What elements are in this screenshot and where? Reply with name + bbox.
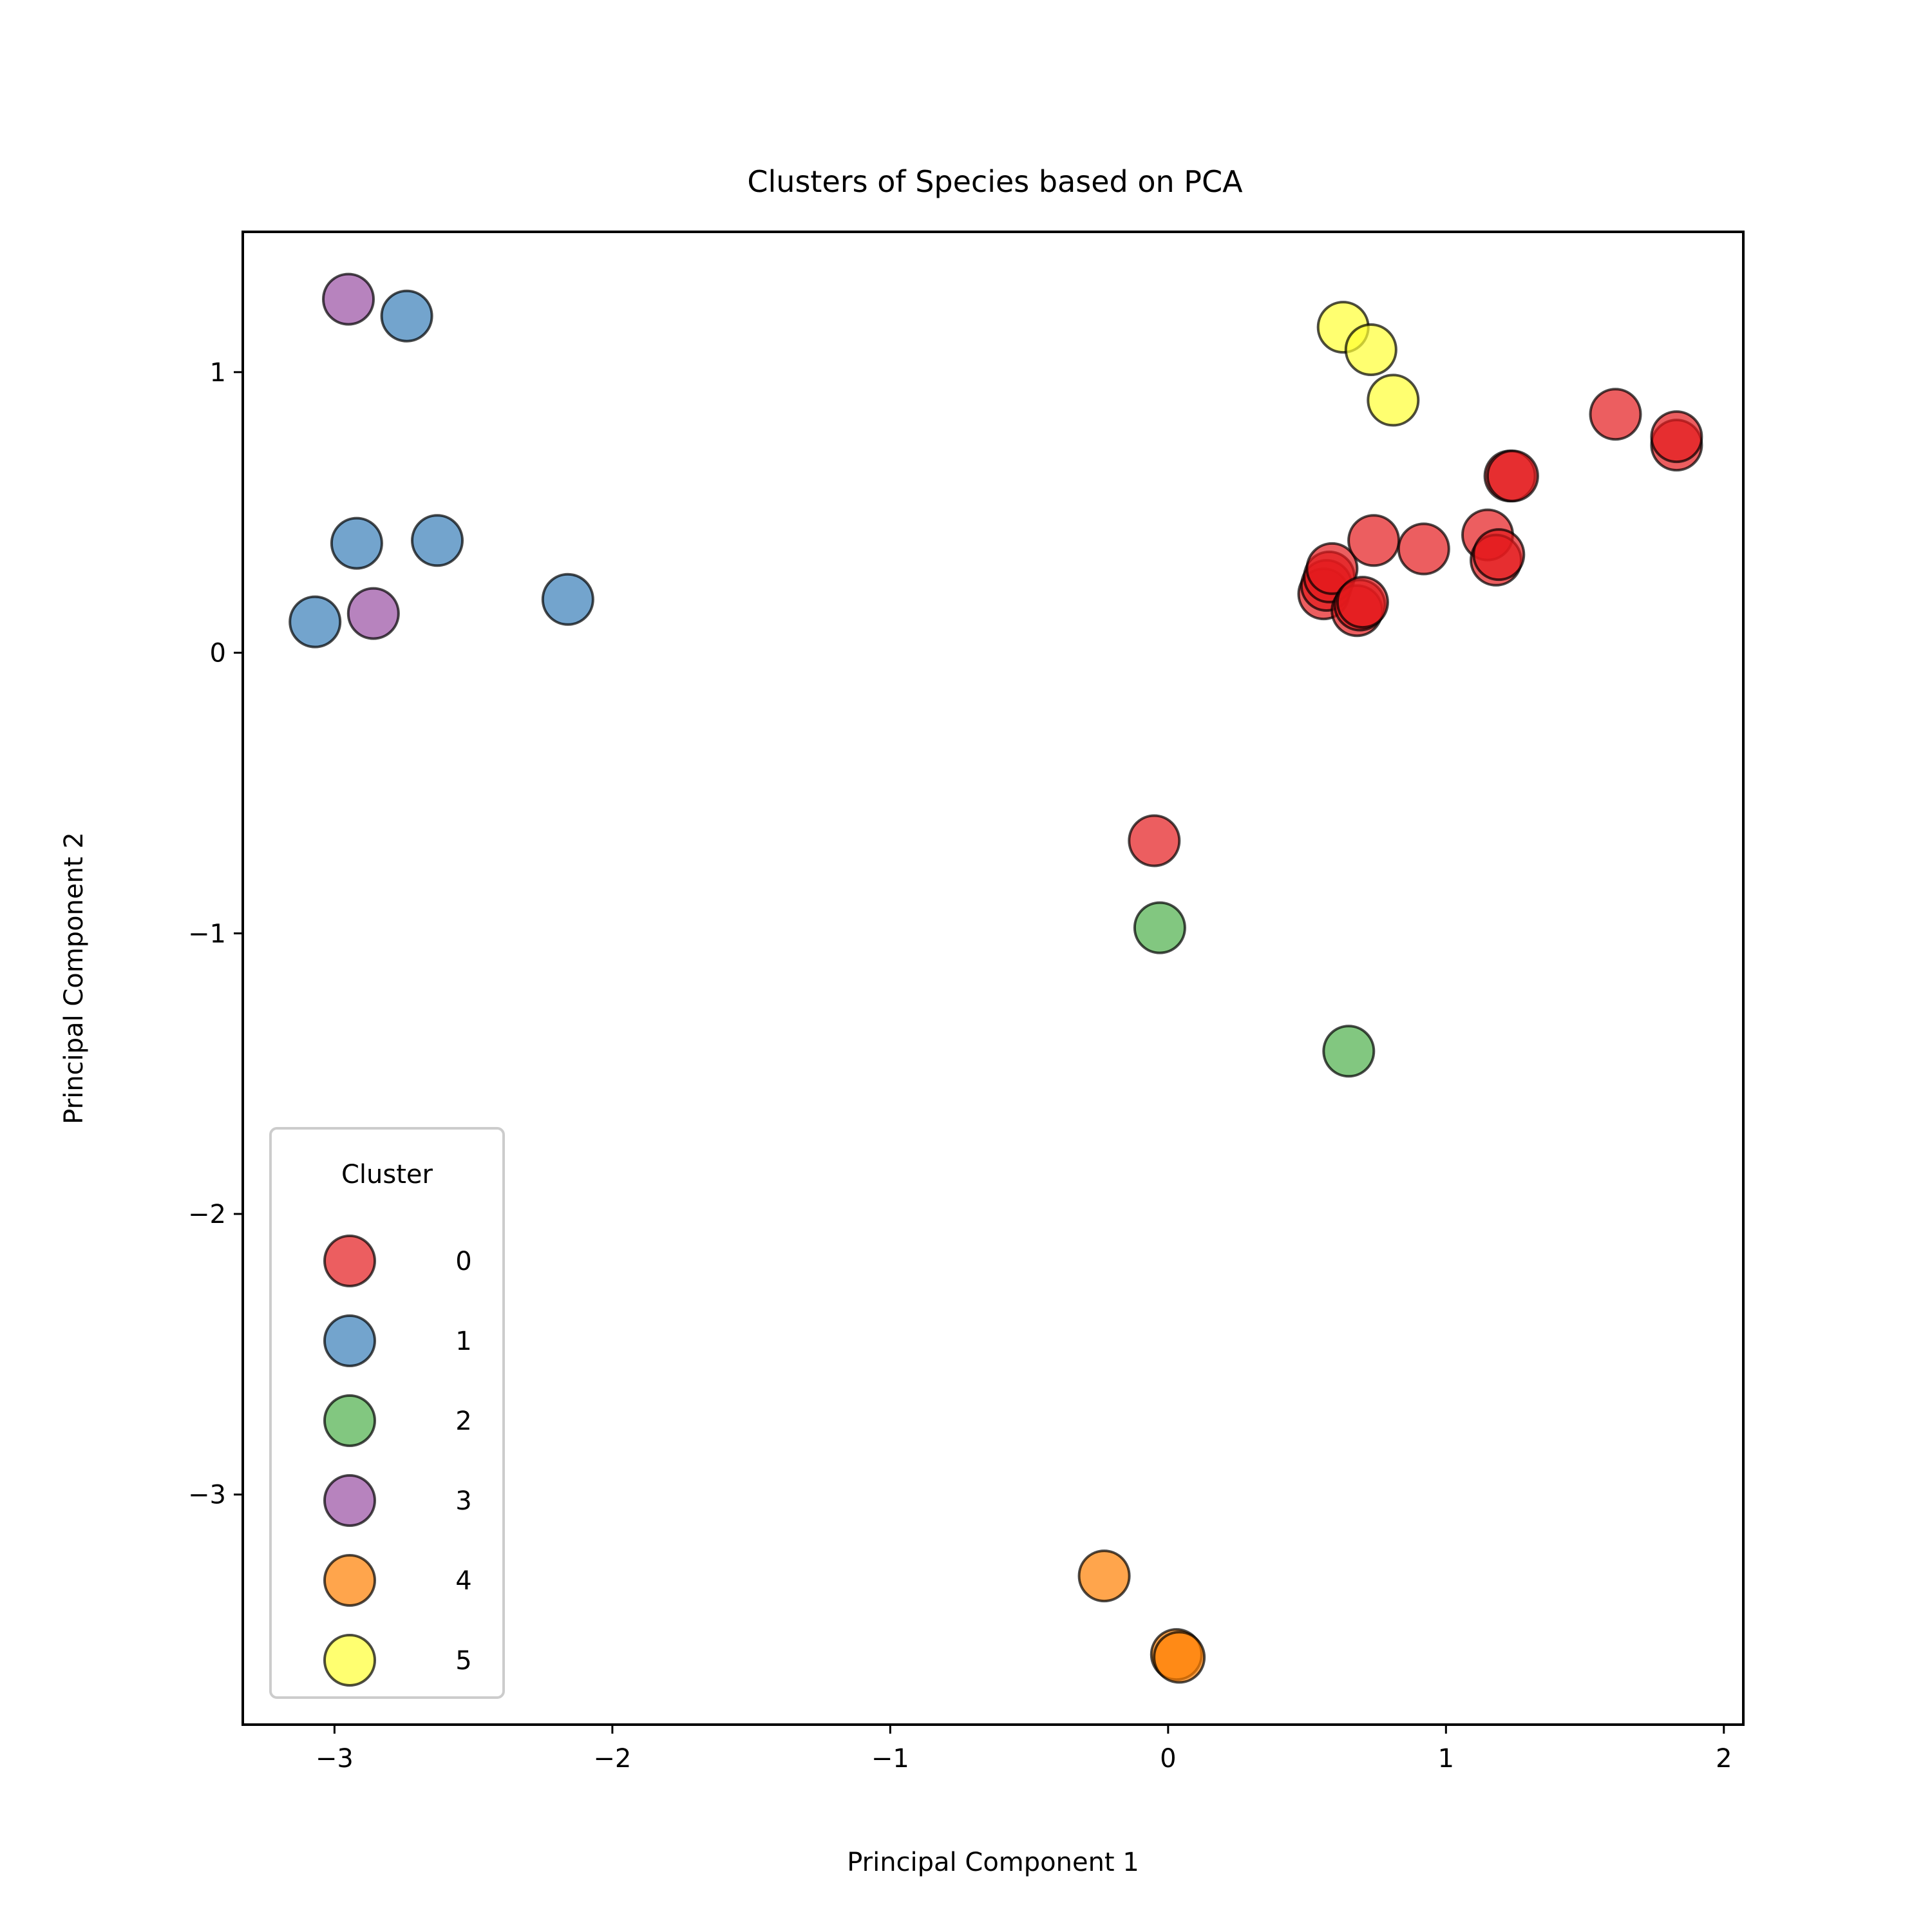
x-tick-label: −3 <box>316 1744 354 1774</box>
data-point-cluster-0 <box>1472 528 1526 582</box>
data-point-cluster-5 <box>1367 374 1420 427</box>
data-point-cluster-3 <box>322 272 375 326</box>
legend-marker-cluster-0 <box>323 1235 376 1287</box>
data-point-cluster-2 <box>1322 1025 1376 1078</box>
data-point-cluster-1 <box>541 573 594 626</box>
legend-label-cluster-0: 0 <box>455 1247 471 1276</box>
data-point-cluster-4 <box>1077 1549 1131 1603</box>
y-tick-label: −1 <box>188 919 226 949</box>
x-axis-label: Principal Component 1 <box>847 1848 1139 1877</box>
legend-marker-cluster-2 <box>323 1394 376 1447</box>
data-point-cluster-0 <box>1305 542 1359 595</box>
y-axis-ticks: 1 0 −1 −2 −3 <box>188 358 243 1510</box>
legend-entries: 0 1 2 3 4 5 <box>323 1235 472 1687</box>
legend-marker-cluster-1 <box>323 1314 376 1367</box>
data-point-cluster-4 <box>1153 1631 1206 1684</box>
data-point-cluster-1 <box>411 514 464 567</box>
legend-label-cluster-1: 1 <box>455 1327 471 1356</box>
points-layer <box>289 272 1703 1684</box>
y-tick-label: 1 <box>210 358 226 388</box>
legend-marker-cluster-3 <box>323 1474 376 1527</box>
legend-title: Cluster <box>341 1160 433 1189</box>
legend: Cluster 0 1 2 3 4 5 <box>269 1127 505 1699</box>
legend-label-cluster-2: 2 <box>455 1406 471 1436</box>
data-point-cluster-0 <box>1589 388 1642 441</box>
data-point-cluster-3 <box>346 587 400 640</box>
data-point-cluster-0 <box>1336 576 1389 629</box>
x-axis-ticks: −3 −2 −1 0 1 2 <box>316 1725 1732 1774</box>
data-point-cluster-1 <box>380 289 433 343</box>
x-tick-label: −1 <box>871 1744 909 1774</box>
x-tick-label: −2 <box>593 1744 631 1774</box>
data-point-cluster-0 <box>1650 410 1703 464</box>
legend-label-cluster-3: 3 <box>455 1486 471 1516</box>
y-tick-label: 0 <box>210 639 226 668</box>
data-point-cluster-0 <box>1397 522 1450 576</box>
data-point-cluster-0 <box>1347 514 1401 567</box>
y-tick-label: −2 <box>188 1200 226 1229</box>
x-tick-label: 1 <box>1438 1744 1454 1774</box>
x-tick-label: 0 <box>1160 1744 1176 1774</box>
x-tick-label: 2 <box>1716 1744 1732 1774</box>
data-point-cluster-0 <box>1486 450 1539 503</box>
data-point-cluster-0 <box>1128 814 1181 867</box>
plot-frame <box>242 231 1745 1726</box>
chart-title: Clusters of Species based on PCA <box>747 164 1243 199</box>
data-point-cluster-5 <box>1344 323 1397 376</box>
y-axis-label: Principal Component 2 <box>59 832 89 1124</box>
legend-label-cluster-5: 5 <box>455 1646 471 1676</box>
legend-marker-cluster-4 <box>323 1554 376 1607</box>
legend-label-cluster-4: 4 <box>455 1566 471 1596</box>
legend-marker-cluster-5 <box>323 1634 376 1687</box>
data-point-cluster-2 <box>1133 901 1186 954</box>
data-point-cluster-1 <box>330 516 383 570</box>
data-point-cluster-1 <box>289 595 342 649</box>
y-tick-label: −3 <box>188 1481 226 1510</box>
